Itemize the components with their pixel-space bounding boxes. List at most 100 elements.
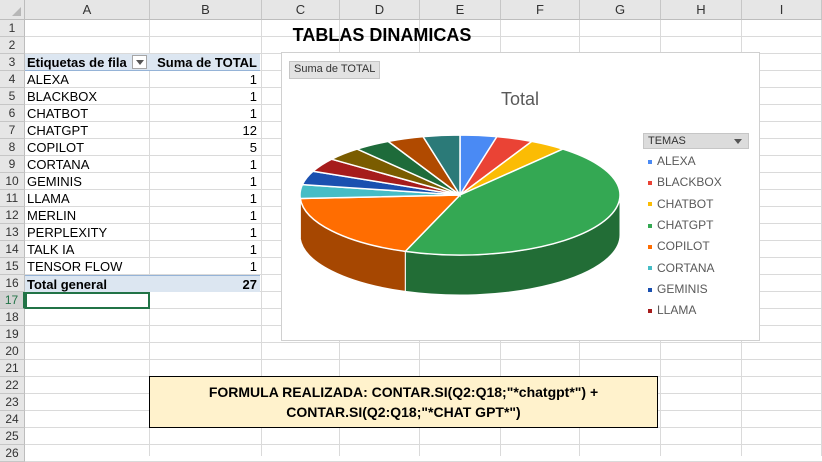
row-header-7[interactable]: 7 [0, 122, 25, 139]
legend-filter-temas[interactable]: TEMAS [643, 133, 749, 149]
column-header-h[interactable]: H [661, 0, 742, 20]
pivot-row-label[interactable]: TENSOR FLOW [27, 258, 148, 275]
row-header-11[interactable]: 11 [0, 190, 25, 207]
pivot-total-label[interactable]: Total general [25, 275, 150, 292]
column-header-b[interactable]: B [150, 0, 262, 20]
pivot-row-value[interactable]: 1 [150, 190, 257, 207]
formula-line-1: FORMULA REALIZADA: CONTAR.SI(Q2:Q18;"*ch… [150, 382, 657, 402]
legend-item[interactable]: LLAMA [648, 303, 696, 317]
pivot-total-value[interactable]: 27 [150, 275, 260, 292]
column-header-g[interactable]: G [580, 0, 661, 20]
legend-swatch [648, 245, 652, 249]
pivot-row-label[interactable]: TALK IA [27, 241, 148, 258]
row-header-14[interactable]: 14 [0, 241, 25, 258]
legend-swatch [648, 288, 652, 292]
legend-label: CHATGPT [657, 218, 713, 232]
legend-swatch [648, 266, 652, 270]
pivot-row-value[interactable]: 1 [150, 207, 257, 224]
row-header-13[interactable]: 13 [0, 224, 25, 241]
pivot-row-value[interactable]: 1 [150, 224, 257, 241]
row-header-24[interactable]: 24 [0, 411, 25, 428]
legend-label: CHATBOT [657, 197, 713, 211]
legend-swatch [648, 224, 652, 228]
legend-label: BLACKBOX [657, 175, 722, 189]
pivot-row-label[interactable]: ALEXA [27, 71, 148, 88]
row-header-23[interactable]: 23 [0, 394, 25, 411]
legend-label: LLAMA [657, 303, 696, 317]
legend-label: ALEXA [657, 154, 696, 168]
row-header-21[interactable]: 21 [0, 360, 25, 377]
row-header-16[interactable]: 16 [0, 275, 25, 292]
row-header-12[interactable]: 12 [0, 207, 25, 224]
row-header-6[interactable]: 6 [0, 105, 25, 122]
pivot-row-value[interactable]: 1 [150, 71, 257, 88]
pivot-header-value[interactable]: Suma de TOTAL [150, 54, 260, 71]
pivot-row-value[interactable]: 1 [150, 173, 257, 190]
pivot-row-value[interactable]: 5 [150, 139, 257, 156]
gridline-horizontal [25, 342, 822, 343]
gridline-horizontal [25, 444, 822, 445]
row-header-26[interactable]: 26 [0, 445, 25, 462]
row-header-25[interactable]: 25 [0, 428, 25, 445]
select-all-corner[interactable] [0, 0, 25, 20]
row-header-17[interactable]: 17 [0, 292, 25, 309]
pivot-row-value[interactable]: 1 [150, 258, 257, 275]
pivot-row-value[interactable]: 1 [150, 105, 257, 122]
pivot-row-label[interactable]: CHATGPT [27, 122, 148, 139]
legend-item[interactable]: CORTANA [648, 261, 715, 275]
row-header-1[interactable]: 1 [0, 20, 25, 37]
legend-item[interactable]: CHATGPT [648, 218, 713, 232]
formula-note: FORMULA REALIZADA: CONTAR.SI(Q2:Q18;"*ch… [149, 376, 658, 428]
sheet-title: TABLAS DINAMICAS [240, 25, 524, 46]
pivot-row-label[interactable]: GEMINIS [27, 173, 148, 190]
pivot-row-label[interactable]: LLAMA [27, 190, 148, 207]
legend-item[interactable]: COPILOT [648, 239, 710, 253]
legend-item[interactable]: BLACKBOX [648, 175, 722, 189]
pivot-row-label[interactable]: CHATBOT [27, 105, 148, 122]
legend-swatch [648, 160, 652, 164]
row-header-15[interactable]: 15 [0, 258, 25, 275]
legend-swatch [648, 309, 652, 313]
row-header-18[interactable]: 18 [0, 309, 25, 326]
legend-item[interactable]: GEMINIS [648, 282, 708, 296]
pie-chart-3d[interactable] [290, 120, 630, 320]
row-header-2[interactable]: 2 [0, 37, 25, 54]
legend-label: CORTANA [657, 261, 715, 275]
pivot-header-label: Etiquetas de fila [25, 55, 127, 70]
pivot-row-label[interactable]: COPILOT [27, 139, 148, 156]
pivot-row-value[interactable]: 1 [150, 241, 257, 258]
chart-field-button[interactable]: Suma de TOTAL [289, 61, 380, 79]
pivot-row-label[interactable]: PERPLEXITY [27, 224, 148, 241]
pivot-row-label[interactable]: BLACKBOX [27, 88, 148, 105]
row-header-3[interactable]: 3 [0, 54, 25, 71]
column-header-c[interactable]: C [262, 0, 340, 20]
pivot-row-label[interactable]: MERLIN [27, 207, 148, 224]
row-header-22[interactable]: 22 [0, 377, 25, 394]
row-header-9[interactable]: 9 [0, 156, 25, 173]
legend-label: COPILOT [657, 239, 710, 253]
legend-swatch [648, 202, 652, 206]
column-header-e[interactable]: E [420, 0, 501, 20]
column-header-f[interactable]: F [501, 0, 580, 20]
row-header-5[interactable]: 5 [0, 88, 25, 105]
legend-label: GEMINIS [657, 282, 708, 296]
chart-title: Total [440, 89, 600, 110]
legend-item[interactable]: ALEXA [648, 154, 696, 168]
row-header-8[interactable]: 8 [0, 139, 25, 156]
formula-line-2: CONTAR.SI(Q2:Q18;"*CHAT GPT*") [150, 402, 657, 422]
column-header-a[interactable]: A [25, 0, 150, 20]
column-header-d[interactable]: D [340, 0, 420, 20]
row-header-10[interactable]: 10 [0, 173, 25, 190]
pivot-row-value[interactable]: 12 [150, 122, 257, 139]
active-cell-a17[interactable] [25, 292, 150, 309]
pivot-row-label[interactable]: CORTANA [27, 156, 148, 173]
row-header-20[interactable]: 20 [0, 343, 25, 360]
pivot-row-value[interactable]: 1 [150, 156, 257, 173]
filter-dropdown-icon[interactable] [132, 55, 147, 69]
column-header-i[interactable]: I [742, 0, 822, 20]
row-header-19[interactable]: 19 [0, 326, 25, 343]
pivot-row-value[interactable]: 1 [150, 88, 257, 105]
legend-item[interactable]: CHATBOT [648, 197, 713, 211]
row-header-4[interactable]: 4 [0, 71, 25, 88]
